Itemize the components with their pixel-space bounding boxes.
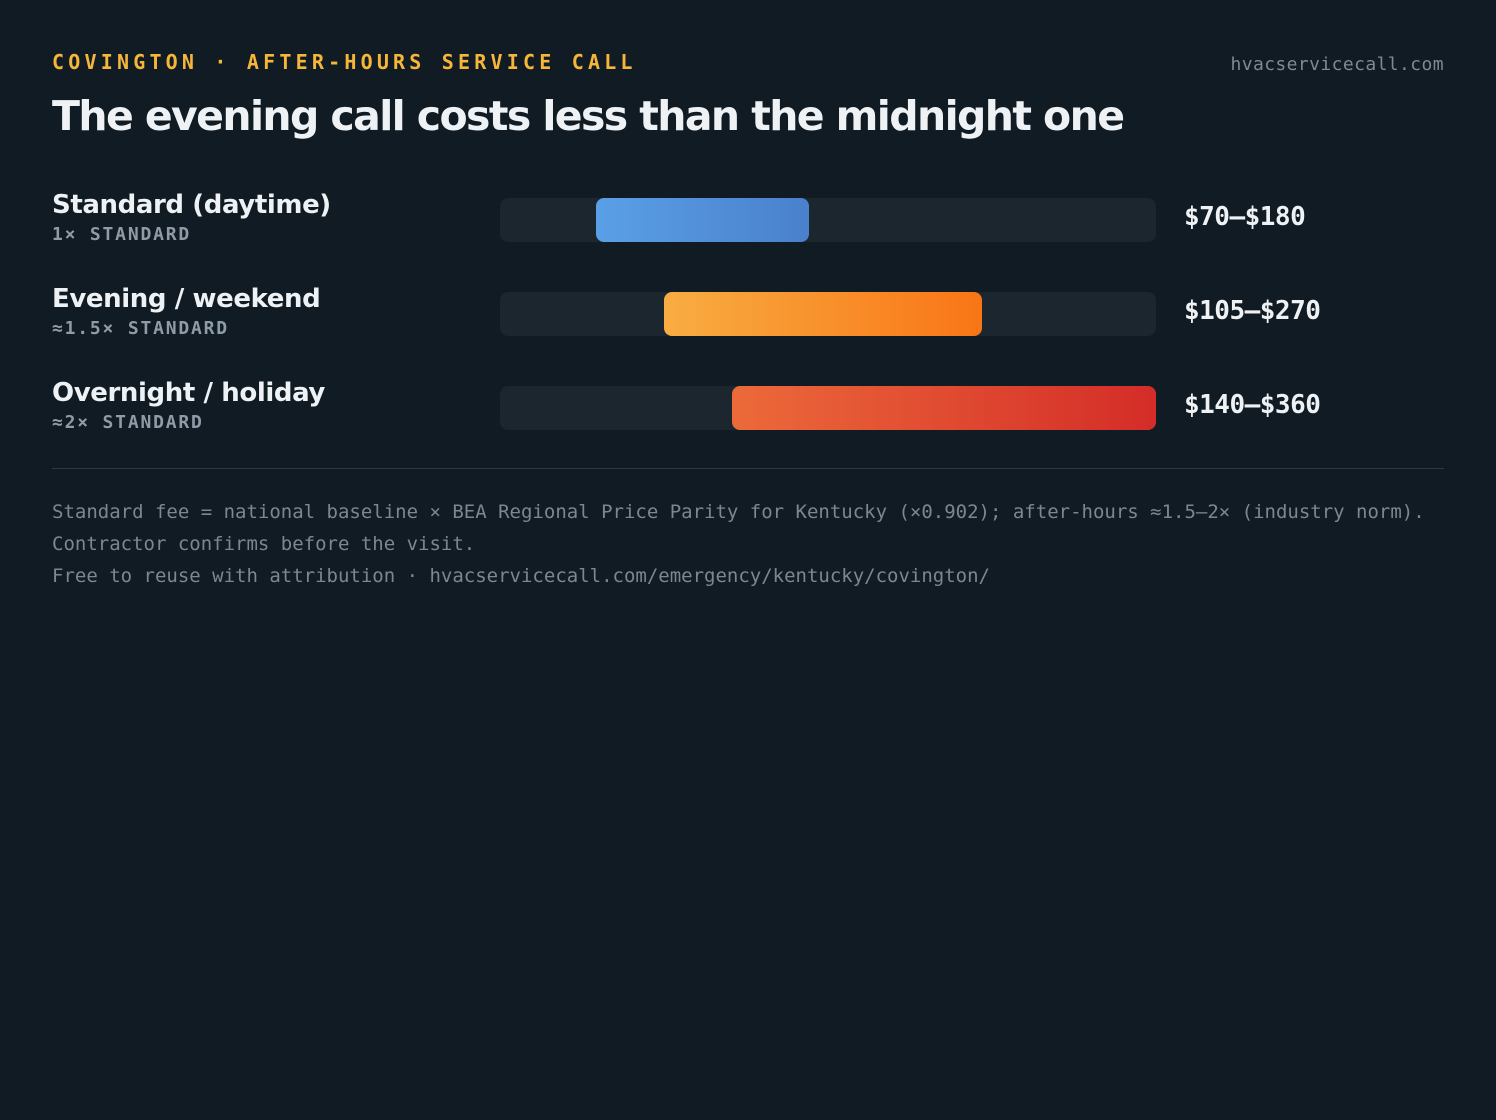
chart-row: Overnight / holiday ≈2× STANDARD $140–$360: [52, 378, 1444, 438]
range-bar: [596, 198, 809, 242]
price-range-label: $140–$360: [1184, 390, 1321, 420]
chart-row: Evening / weekend ≈1.5× STANDARD $105–$270: [52, 284, 1444, 344]
bar-track: [500, 292, 1156, 336]
range-bar: [664, 292, 983, 336]
page-title: The evening call costs less than the mid…: [52, 92, 1125, 140]
category-label: Evening / weekend: [52, 284, 321, 314]
eyebrow-label: COVINGTON · AFTER-HOURS SERVICE CALL: [52, 50, 637, 74]
multiplier-label: 1× STANDARD: [52, 224, 192, 245]
category-label: Overnight / holiday: [52, 378, 325, 408]
site-url: hvacservicecall.com: [1230, 54, 1444, 75]
multiplier-label: ≈2× STANDARD: [52, 412, 204, 433]
price-range-label: $105–$270: [1184, 296, 1321, 326]
chart-row: Standard (daytime) 1× STANDARD $70–$180: [52, 190, 1444, 250]
methodology-note: Standard fee = national baseline × BEA R…: [52, 501, 1425, 555]
bar-track: [500, 198, 1156, 242]
multiplier-label: ≈1.5× STANDARD: [52, 318, 229, 339]
bar-track: [500, 386, 1156, 430]
divider: [52, 468, 1444, 469]
range-bar: [731, 386, 1156, 430]
attribution-note: Free to reuse with attribution · hvacser…: [52, 565, 990, 587]
price-range-label: $70–$180: [1184, 202, 1306, 232]
category-label: Standard (daytime): [52, 190, 331, 220]
